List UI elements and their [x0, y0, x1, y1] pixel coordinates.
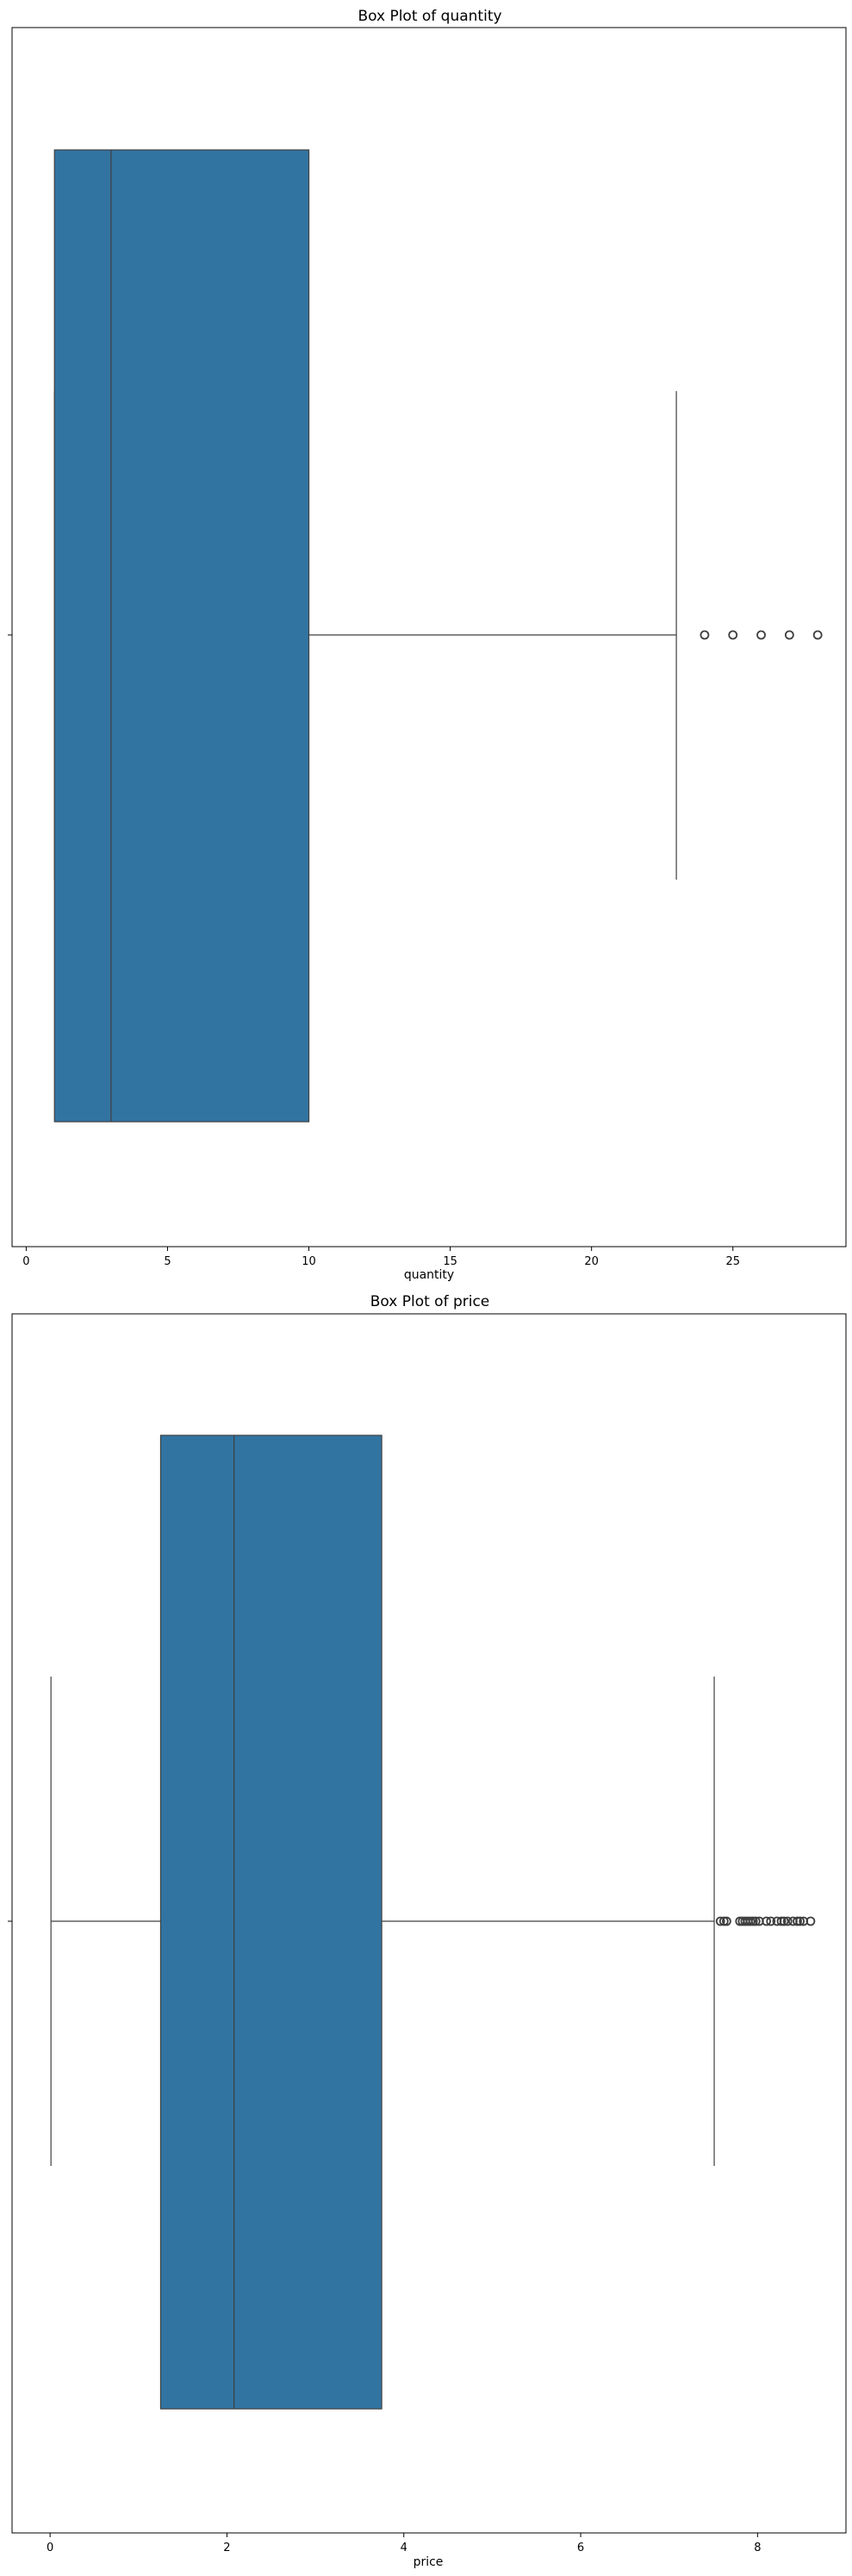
- outlier-point: [793, 1916, 802, 1926]
- quantity-marks: [53, 149, 823, 1123]
- iqr-box: [159, 1434, 382, 2410]
- x-tick-label: 20: [584, 1255, 599, 1268]
- x-tick-label: 8: [754, 2542, 761, 2554]
- quantity-box-plot: Box Plot of quantity 0 5 10 15 20 25 quantity: [8, 8, 847, 1282]
- outlier-point: [776, 1916, 787, 1926]
- price-box-plot: Box Plot of price 0 2 4 6 8 price: [8, 1293, 847, 2569]
- outlier-point: [762, 1916, 772, 1926]
- x-axis-label-price: price: [414, 2555, 444, 2569]
- x-tick-label: 15: [443, 1255, 457, 1268]
- outlier-point: [812, 630, 823, 640]
- x-tick-label: 4: [401, 2542, 407, 2554]
- outlier-point: [718, 1916, 729, 1926]
- outlier-point: [700, 630, 710, 640]
- outlier-point: [728, 630, 738, 640]
- x-axis-label-quantity: quantity: [404, 1268, 454, 1282]
- outlier-point: [784, 630, 794, 640]
- outlier-point: [715, 1916, 725, 1926]
- chart-title-quantity: Box Plot of quantity: [358, 8, 501, 25]
- iqr-box: [53, 149, 310, 1123]
- outlier-point: [779, 1916, 789, 1926]
- outlier-point: [766, 1916, 776, 1926]
- outlier-point: [748, 1916, 758, 1926]
- price-marks: [50, 1434, 816, 2410]
- outlier-point: [745, 1916, 756, 1926]
- price-x-ticks: 0 2 4 6 8: [47, 2533, 761, 2554]
- x-tick-label: 0: [47, 2542, 53, 2554]
- plot-frame-quantity: [11, 27, 847, 1248]
- chart-title-price: Box Plot of price: [370, 1293, 490, 1310]
- outlier-point: [782, 1916, 793, 1926]
- outlier-point: [756, 630, 766, 640]
- outlier-point: [795, 1916, 805, 1926]
- outlier-point: [750, 1916, 761, 1926]
- x-tick-label: 6: [577, 2542, 584, 2554]
- outlier-point: [722, 1916, 731, 1926]
- outlier-point: [805, 1916, 816, 1926]
- x-tick-label: 10: [302, 1255, 316, 1268]
- x-tick-label: 0: [22, 1255, 29, 1268]
- x-tick-label: 25: [725, 1255, 740, 1268]
- x-tick-label: 2: [223, 2542, 230, 2554]
- quantity-x-ticks: 0 5 10 15 20 25: [22, 1247, 740, 1268]
- x-tick-label: 5: [164, 1255, 171, 1268]
- plot-frame-price: [11, 1313, 847, 2534]
